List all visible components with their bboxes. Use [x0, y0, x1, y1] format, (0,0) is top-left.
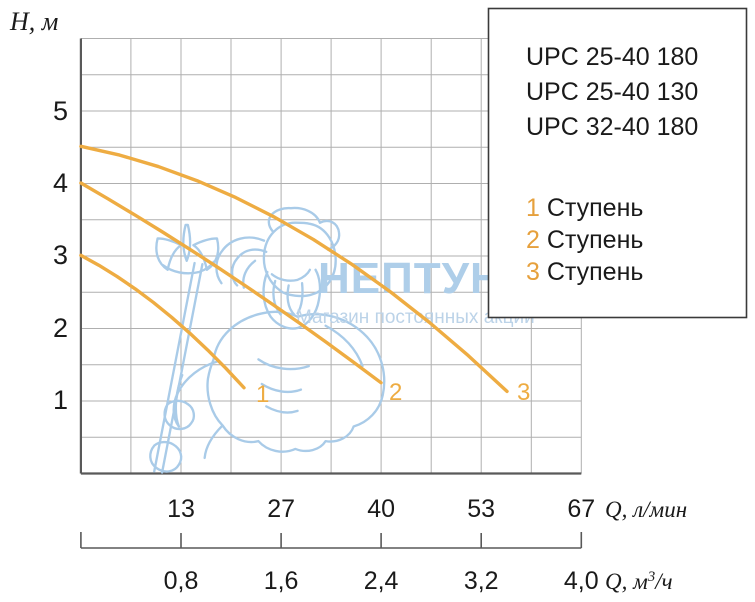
- svg-text:1: 1: [53, 385, 68, 415]
- svg-text:Q, л/мин: Q, л/мин: [605, 497, 687, 522]
- svg-text:5: 5: [53, 96, 68, 126]
- svg-text:2 Ступень: 2 Ступень: [526, 226, 643, 254]
- svg-text:H, м: H, м: [9, 7, 58, 36]
- svg-text:1,6: 1,6: [264, 567, 299, 595]
- svg-text:13: 13: [167, 495, 195, 523]
- svg-text:3: 3: [53, 240, 68, 270]
- svg-text:Q, м3/ч: Q, м3/ч: [605, 569, 673, 594]
- svg-text:0,8: 0,8: [164, 567, 199, 595]
- svg-text:3: 3: [517, 379, 530, 406]
- svg-text:2,4: 2,4: [364, 567, 399, 595]
- svg-text:2: 2: [389, 379, 402, 406]
- svg-text:53: 53: [467, 495, 495, 523]
- svg-text:27: 27: [267, 495, 295, 523]
- svg-text:3,2: 3,2: [464, 567, 499, 595]
- svg-text:3 Ступень: 3 Ступень: [526, 258, 643, 286]
- svg-text:4,0: 4,0: [564, 567, 599, 595]
- svg-text:40: 40: [367, 495, 395, 523]
- svg-text:67: 67: [567, 495, 595, 523]
- svg-text:1: 1: [256, 381, 269, 408]
- svg-text:UPC 32-40 180: UPC 32-40 180: [526, 113, 698, 141]
- svg-text:UPC 25-40 180: UPC 25-40 180: [526, 43, 698, 71]
- svg-text:2: 2: [53, 313, 68, 343]
- svg-text:1 Ступень: 1 Ступень: [526, 194, 643, 222]
- svg-text:4: 4: [53, 168, 68, 198]
- svg-text:UPC 25-40 130: UPC 25-40 130: [526, 78, 698, 106]
